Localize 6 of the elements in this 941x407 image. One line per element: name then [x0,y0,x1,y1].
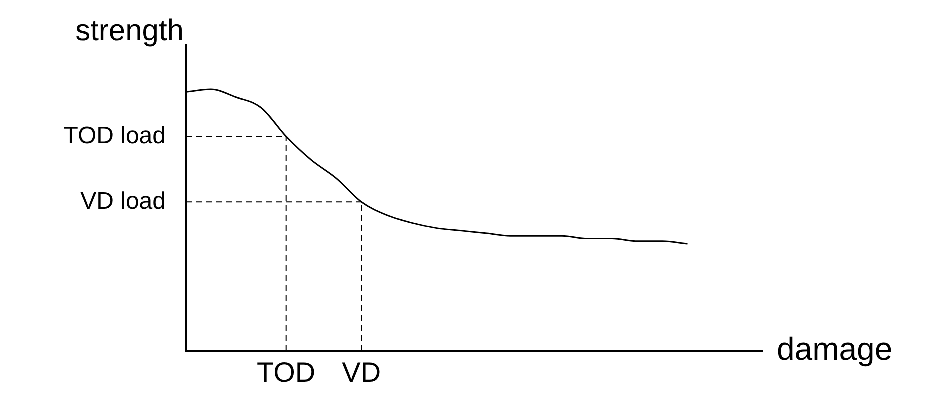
y-axis-title: strength [76,14,184,48]
x-tick-label: VD [342,356,382,388]
x-axis-title: damage [777,331,893,368]
ref-line-label: TOD load [64,122,166,150]
x-tick-label: TOD [257,356,316,388]
ref-line-label: VD load [80,188,166,215]
